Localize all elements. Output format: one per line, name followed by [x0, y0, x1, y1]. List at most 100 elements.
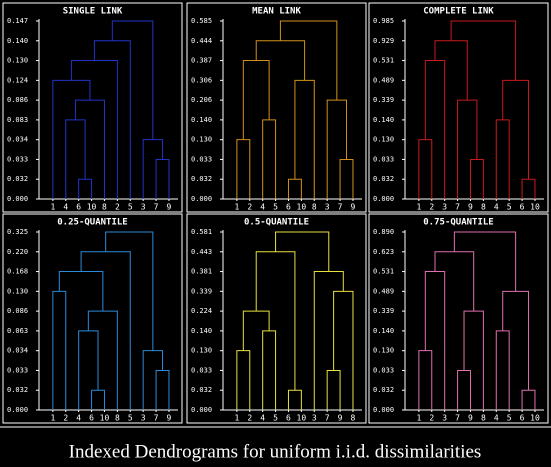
y-tick-label: 0.381 — [191, 268, 212, 276]
dendrogram-link — [424, 271, 446, 410]
leaf-label: 8 — [481, 414, 486, 423]
leaf-label: 1 — [234, 414, 239, 423]
leaf-label: 4 — [494, 414, 499, 423]
y-tick-label: 0.000 — [7, 195, 28, 203]
y-tick-label: 0.032 — [191, 175, 212, 183]
y-tick-label: 0.000 — [191, 195, 212, 203]
y-tick-label: 0.000 — [7, 406, 28, 414]
leaf-label: 9 — [338, 414, 343, 423]
leaf-label: 4 — [260, 414, 265, 423]
leaf-label: 9 — [351, 203, 356, 212]
dendrogram-link — [142, 350, 164, 410]
dendrogram-link — [78, 330, 99, 410]
y-tick-label: 0.443 — [191, 248, 212, 256]
leaf-label: 3 — [141, 414, 146, 423]
leaf-label: 1 — [416, 203, 421, 212]
caption: Indexed Dendrograms for uniform i.i.d. d… — [69, 441, 482, 462]
panel-frame — [2, 2, 183, 213]
dendrogram-link — [105, 231, 154, 351]
y-tick-label: 0.387 — [191, 57, 212, 65]
leaf-label: 7 — [154, 414, 159, 423]
leaf-label: 5 — [273, 203, 278, 212]
leaf-label: 4 — [494, 203, 499, 212]
leaf-label: 7 — [154, 203, 159, 212]
leaf-label: 6 — [286, 203, 291, 212]
dendrogram-link — [495, 119, 510, 199]
y-tick-label: 0.032 — [191, 386, 212, 394]
y-tick-label: 0.140 — [7, 37, 28, 45]
y-tick-label: 0.306 — [191, 76, 212, 84]
y-tick-label: 0.032 — [7, 386, 28, 394]
dendrogram-link — [236, 350, 251, 410]
leaf-label: 3 — [442, 203, 447, 212]
dendrogram-link — [65, 119, 86, 199]
y-tick-label: 0.033 — [373, 155, 394, 163]
dendrogram-link — [242, 60, 270, 140]
y-tick-label: 0.130 — [7, 57, 28, 65]
y-tick-label: 0.130 — [7, 287, 28, 295]
dendrogram-link — [495, 330, 510, 410]
dendrogram-link — [453, 231, 517, 292]
y-tick-label: 0.063 — [7, 327, 28, 335]
panel-title: SINGLE LINK — [63, 7, 123, 17]
leaf-label: 1 — [50, 414, 55, 423]
leaf-label: 2 — [247, 414, 252, 423]
y-tick-label: 0.130 — [191, 136, 212, 144]
dendrogram-link — [70, 60, 118, 199]
leaf-label: 8 — [312, 203, 317, 212]
leaf-label: 3 — [141, 203, 146, 212]
leaf-label: 5 — [128, 414, 133, 423]
leaf-label: 4 — [76, 414, 81, 423]
dendrogram-link — [255, 251, 296, 391]
y-tick-label: 0.130 — [373, 347, 394, 355]
y-tick-label: 0.339 — [191, 287, 212, 295]
y-tick-label: 0.339 — [373, 307, 394, 315]
leaf-label: 6 — [89, 414, 94, 423]
dendrogram-link — [434, 40, 468, 101]
y-tick-label: 0.220 — [7, 248, 28, 256]
dendrogram-link — [424, 60, 446, 199]
leaf-label: 8 — [102, 203, 107, 212]
dendrogram-link — [313, 271, 344, 410]
dendrogram-link — [279, 20, 338, 101]
y-tick-label: 0.034 — [7, 136, 28, 144]
y-tick-label: 0.033 — [7, 155, 28, 163]
panel-frame — [368, 213, 549, 424]
leaf-label: 10 — [530, 414, 540, 423]
leaf-label: 5 — [507, 414, 512, 423]
y-tick-label: 0.623 — [373, 248, 394, 256]
leaf-label: 1 — [234, 203, 239, 212]
leaf-label: 8 — [351, 414, 356, 423]
y-tick-label: 0.325 — [7, 228, 28, 236]
leaf-label: 6 — [520, 414, 525, 423]
y-tick-label: 0.339 — [373, 96, 394, 104]
y-tick-label: 0.985 — [373, 17, 394, 25]
leaf-label: 10 — [530, 203, 540, 212]
y-tick-label: 0.929 — [373, 37, 394, 45]
leaf-label: 7 — [455, 203, 460, 212]
leaf-label: 4 — [63, 203, 68, 212]
leaf-label: 7 — [455, 414, 460, 423]
leaf-label: 1 — [416, 414, 421, 423]
y-tick-label: 0.033 — [191, 155, 212, 163]
y-tick-label: 0.890 — [373, 228, 394, 236]
y-tick-label: 0.531 — [373, 268, 394, 276]
y-tick-label: 0.444 — [191, 37, 212, 45]
y-tick-label: 0.130 — [373, 136, 394, 144]
leaf-label: 6 — [520, 203, 525, 212]
y-tick-label: 0.531 — [373, 57, 394, 65]
leaf-label: 10 — [100, 414, 110, 423]
dendrogram-link — [262, 330, 277, 410]
y-tick-label: 0.086 — [7, 96, 28, 104]
leaf-label: 10 — [87, 203, 97, 212]
y-tick-label: 0.032 — [373, 386, 394, 394]
leaf-label: 5 — [273, 414, 278, 423]
y-tick-label: 0.147 — [7, 17, 28, 25]
panel-title: 0.5-QUANTILE — [244, 218, 309, 228]
panel-title: 0.25-QUANTILE — [57, 218, 127, 228]
y-tick-label: 0.489 — [373, 76, 394, 84]
leaf-label: 2 — [429, 414, 434, 423]
leaf-label: 10 — [297, 203, 307, 212]
